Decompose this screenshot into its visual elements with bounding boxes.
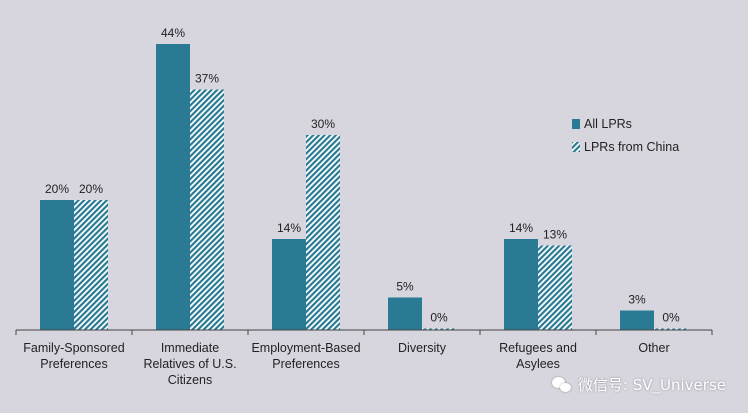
bar-lprs-china-1: [190, 89, 224, 330]
watermark: 微信号: SV_Universe: [551, 374, 726, 395]
bar-all-lprs-4: [504, 239, 538, 330]
category-label-4: Refugees and: [499, 341, 577, 355]
category-label-1: Immediate: [161, 341, 219, 355]
data-label-lprs-china-0: 20%: [79, 182, 103, 196]
data-label-all-lprs-0: 20%: [45, 182, 69, 196]
legend-swatch-1: [572, 142, 580, 152]
bar-lprs-china-4: [538, 245, 572, 330]
legend-label-0: All LPRs: [584, 117, 632, 131]
data-label-all-lprs-1: 44%: [161, 26, 185, 40]
bar-all-lprs-0: [40, 200, 74, 330]
category-label-0: Family-Sponsored: [23, 341, 124, 355]
bar-lprs-china-3: [422, 328, 456, 330]
data-label-lprs-china-2: 30%: [311, 117, 335, 131]
data-label-all-lprs-4: 14%: [509, 221, 533, 235]
data-label-lprs-china-5: 0%: [662, 311, 680, 325]
bar-lprs-china-2: [306, 135, 340, 330]
bar-all-lprs-2: [272, 239, 306, 330]
legend: All LPRs LPRs from China: [572, 117, 679, 154]
category-label-5: Other: [638, 341, 669, 355]
data-label-all-lprs-5: 3%: [628, 293, 646, 307]
wechat-icon: [551, 376, 572, 393]
category-label-1: Citizens: [168, 373, 212, 387]
bar-lprs-china-0: [74, 200, 108, 330]
data-label-lprs-china-3: 0%: [430, 311, 448, 325]
legend-label-1: LPRs from China: [584, 140, 679, 154]
bar-all-lprs-3: [388, 297, 422, 330]
category-label-3: Diversity: [398, 341, 447, 355]
bar-lprs-china-5: [654, 328, 688, 330]
data-label-lprs-china-1: 37%: [195, 72, 219, 86]
bar-all-lprs-1: [156, 44, 190, 330]
category-label-2: Preferences: [272, 357, 339, 371]
category-label-1: Relatives of U.S.: [143, 357, 236, 371]
data-label-all-lprs-2: 14%: [277, 221, 301, 235]
category-label-4: Asylees: [516, 357, 560, 371]
category-label-2: Employment-Based: [251, 341, 360, 355]
data-label-lprs-china-4: 13%: [543, 228, 567, 242]
legend-swatch-0: [572, 119, 580, 129]
data-label-all-lprs-3: 5%: [396, 280, 414, 294]
watermark-text: 微信号: SV_Universe: [577, 376, 726, 394]
bar-all-lprs-5: [620, 310, 654, 330]
category-label-0: Preferences: [40, 357, 107, 371]
